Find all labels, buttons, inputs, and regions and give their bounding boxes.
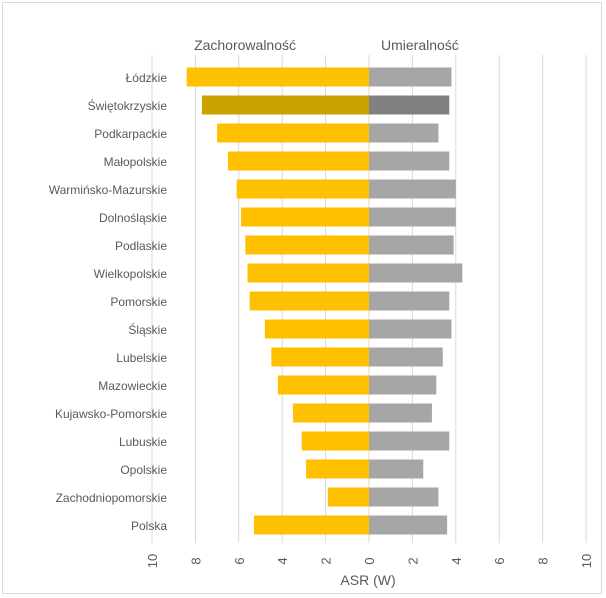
bar-zachorowalnosc bbox=[306, 459, 369, 479]
category-label: Dolnośląskie bbox=[99, 211, 167, 225]
category-label: Kujawsko-Pomorskie bbox=[55, 407, 167, 421]
bar-zachorowalnosc bbox=[247, 263, 369, 283]
bar-zachorowalnosc bbox=[245, 235, 369, 255]
bar-umieralnosc bbox=[369, 95, 450, 115]
bar-umieralnosc bbox=[369, 459, 424, 479]
x-tick-label: 0 bbox=[362, 557, 377, 564]
category-label: Zachodniopomorskie bbox=[56, 491, 168, 505]
bar-zachorowalnosc bbox=[301, 431, 369, 451]
category-label: Opolskie bbox=[120, 463, 167, 477]
bar-umieralnosc bbox=[369, 515, 448, 535]
bar-umieralnosc bbox=[369, 347, 443, 367]
bar-zachorowalnosc bbox=[271, 347, 369, 367]
bar-zachorowalnosc bbox=[293, 403, 369, 423]
bar-umieralnosc bbox=[369, 235, 454, 255]
category-label: Małopolskie bbox=[104, 155, 168, 169]
bar-zachorowalnosc bbox=[264, 319, 369, 339]
bar-zachorowalnosc bbox=[186, 67, 369, 87]
category-label: Lubuskie bbox=[119, 435, 167, 449]
bar-umieralnosc bbox=[369, 319, 452, 339]
category-label: Świętokrzyskie bbox=[88, 98, 168, 113]
bar-zachorowalnosc bbox=[201, 95, 369, 115]
x-tick-label: 8 bbox=[536, 557, 551, 564]
category-label: Warmińsko-Mazurskie bbox=[49, 183, 168, 197]
bar-umieralnosc bbox=[369, 263, 463, 283]
bar-zachorowalnosc bbox=[253, 515, 369, 535]
bar-zachorowalnosc bbox=[277, 375, 369, 395]
bar-zachorowalnosc bbox=[236, 179, 369, 199]
diverging-bar-chart: Łódzkie Świętokrzyskie Podkarpackie Małopol… bbox=[49, 37, 594, 588]
legend-right-series: Umieralność bbox=[381, 37, 459, 53]
bar-umieralnosc bbox=[369, 375, 437, 395]
x-tick-label: 10 bbox=[579, 554, 594, 568]
category-label: Podlaskie bbox=[115, 239, 167, 253]
bar-umieralnosc bbox=[369, 431, 450, 451]
bar-zachorowalnosc bbox=[217, 123, 369, 143]
bars bbox=[186, 67, 463, 535]
category-label: Wielkopolskie bbox=[94, 267, 168, 281]
x-tick-label: 6 bbox=[492, 557, 507, 564]
bar-umieralnosc bbox=[369, 291, 450, 311]
category-label: Łódzkie bbox=[126, 71, 168, 85]
bar-zachorowalnosc bbox=[240, 207, 369, 227]
category-label: Lubelskie bbox=[116, 351, 167, 365]
bar-umieralnosc bbox=[369, 207, 456, 227]
bar-umieralnosc bbox=[369, 403, 432, 423]
category-label: Mazowieckie bbox=[98, 379, 167, 393]
bar-umieralnosc bbox=[369, 67, 452, 87]
bar-zachorowalnosc bbox=[227, 151, 369, 171]
bar-umieralnosc bbox=[369, 487, 439, 507]
category-label: Śląskie bbox=[128, 322, 167, 337]
x-tick-label: 2 bbox=[405, 557, 420, 564]
bar-zachorowalnosc bbox=[249, 291, 369, 311]
x-tick-label: 8 bbox=[188, 557, 203, 564]
bar-umieralnosc bbox=[369, 179, 456, 199]
bar-zachorowalnosc bbox=[327, 487, 369, 507]
x-tick-label: 6 bbox=[232, 557, 247, 564]
bar-umieralnosc bbox=[369, 123, 439, 143]
legend-left-series: Zachorowalność bbox=[194, 37, 296, 53]
category-labels: Łódzkie Świętokrzyskie Podkarpackie Małopol… bbox=[49, 71, 168, 533]
x-tick-label: 4 bbox=[275, 557, 290, 564]
category-label: Polska bbox=[131, 519, 167, 533]
category-label: Podkarpackie bbox=[94, 127, 167, 141]
category-label: Pomorskie bbox=[110, 295, 167, 309]
bar-umieralnosc bbox=[369, 151, 450, 171]
tick-labels: 10 8 6 4 2 0 2 4 6 8 10 bbox=[145, 554, 594, 568]
x-tick-label: 4 bbox=[449, 557, 464, 564]
x-tick-label: 10 bbox=[145, 554, 160, 568]
x-tick-label: 2 bbox=[319, 557, 334, 564]
x-axis-title: ASR (W) bbox=[340, 572, 395, 588]
